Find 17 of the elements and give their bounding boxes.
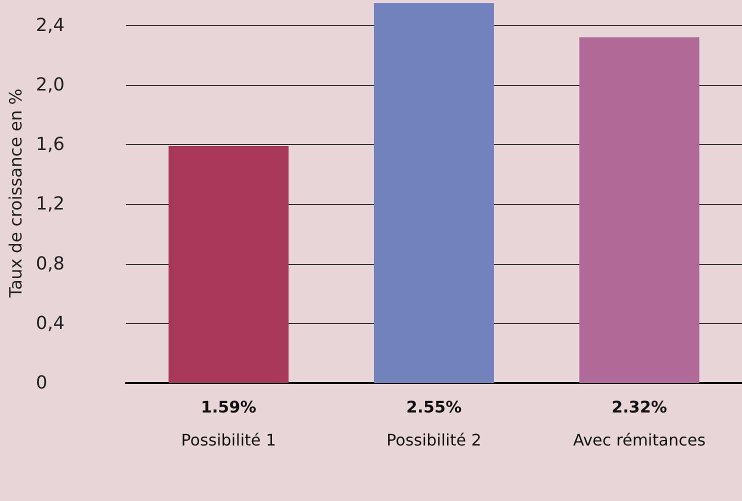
x-tick-label: Possibilité 1	[181, 430, 276, 450]
y-tick-label: 1,6	[36, 134, 65, 156]
y-tick-label: 1,2	[36, 194, 65, 215]
data-label: 2.32%	[612, 398, 668, 416]
y-tick-label: 0,8	[36, 253, 65, 274]
bar	[374, 3, 494, 383]
bar	[579, 37, 700, 383]
y-tick-label: 0	[36, 372, 48, 394]
bar	[168, 146, 289, 383]
y-tick-label: 2,0	[36, 74, 65, 96]
y-tick-label: 0,4	[36, 312, 65, 334]
x-tick-label: Possibilité 2	[386, 430, 482, 450]
y-tick-label: 2,4	[36, 14, 65, 36]
x-tick-label: Avec rémitances	[573, 430, 706, 450]
data-label: 2.55%	[406, 398, 462, 416]
y-axis-title: Taux de croissance en %	[6, 88, 26, 298]
data-label: 1.59%	[200, 398, 256, 416]
